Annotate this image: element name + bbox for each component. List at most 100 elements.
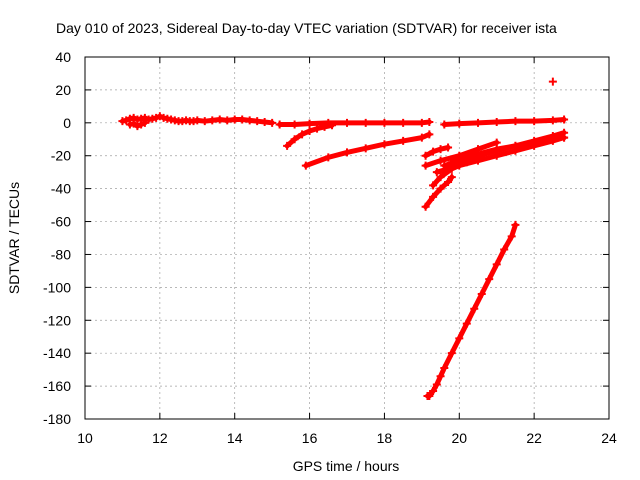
data-series: [447, 133, 569, 167]
y-tick-label: 20: [55, 82, 71, 98]
x-axis: 10 12 14 16 18 20 22 24: [77, 57, 617, 446]
x-tick-label: 16: [302, 430, 318, 446]
chart-title: Day 010 of 2023, Sidereal Day-to-day VTE…: [56, 20, 557, 36]
data-point: [305, 119, 314, 128]
y-tick-label: 40: [55, 49, 71, 65]
data-point: [343, 148, 351, 157]
data-point: [208, 116, 217, 125]
data-point: [440, 120, 449, 129]
plot-frame: [84, 56, 610, 420]
data-point: [155, 112, 164, 121]
y-tick-label: -80: [51, 246, 71, 262]
data-series: [275, 117, 434, 129]
data-point: [447, 349, 456, 358]
data-point: [361, 144, 370, 153]
data-point: [477, 289, 486, 298]
x-tick-label: 24: [601, 430, 617, 446]
x-tick-label: 10: [77, 430, 93, 446]
data-point: [152, 113, 161, 122]
data-point: [440, 161, 449, 170]
data-point: [421, 161, 430, 170]
data-point: [548, 77, 557, 86]
y-tick-label: 0: [63, 115, 71, 131]
data-point: [474, 150, 482, 159]
data-point: [417, 118, 426, 127]
data-point: [238, 115, 247, 124]
y-tick-label: -20: [51, 148, 71, 164]
data-series: [421, 173, 456, 211]
data-point: [429, 192, 438, 201]
x-tick-label: 22: [526, 430, 542, 446]
data-point: [399, 118, 408, 127]
data-point: [193, 116, 202, 125]
data-point: [380, 118, 389, 127]
data-series: [125, 118, 149, 131]
y-tick-label: -100: [43, 279, 71, 295]
data-point: [436, 145, 445, 154]
data-point: [474, 118, 482, 127]
x-tick-label: 18: [377, 430, 393, 446]
data-point: [560, 115, 569, 124]
data-point: [320, 122, 329, 131]
y-tick-label: -120: [43, 312, 71, 328]
data-point: [492, 145, 501, 154]
data-point: [215, 115, 224, 124]
data-point: [429, 387, 438, 396]
data-point: [380, 140, 389, 149]
data-point: [436, 184, 445, 193]
data-point: [343, 118, 351, 127]
data-point: [361, 118, 370, 127]
data-point: [462, 153, 471, 162]
y-tick-label: -140: [43, 345, 71, 361]
x-axis-label: GPS time / hours: [293, 458, 400, 474]
data-point: [511, 220, 520, 229]
data-series: [301, 130, 434, 170]
data-point: [530, 138, 539, 147]
data-point: [436, 173, 445, 182]
data-point: [492, 117, 501, 126]
data-point: [500, 245, 509, 254]
data-point: [444, 178, 453, 187]
series-trace: [277, 119, 432, 127]
grid-lines: [85, 57, 609, 419]
data-point: [283, 141, 292, 150]
data-point: [432, 380, 441, 389]
data-point: [421, 202, 430, 211]
data-point: [432, 168, 441, 177]
x-tick-label: 12: [152, 430, 168, 446]
data-point: [511, 141, 520, 150]
data-series: [548, 77, 557, 86]
data-point: [290, 135, 299, 144]
data-point: [253, 117, 262, 126]
data-series: [118, 112, 277, 127]
data-point: [122, 116, 131, 125]
data-point: [290, 120, 299, 129]
y-tick-label: -60: [51, 214, 71, 230]
data-point: [425, 117, 434, 126]
data-point: [462, 319, 471, 328]
data-point: [436, 372, 445, 381]
data-points: [118, 77, 569, 400]
data-point: [455, 119, 464, 128]
data-point: [440, 363, 449, 372]
data-point: [230, 115, 239, 124]
data-point: [447, 173, 456, 182]
data-point: [313, 124, 322, 133]
y-tick-label: -40: [51, 181, 71, 197]
data-series: [423, 220, 520, 400]
data-point: [447, 158, 456, 167]
data-point: [328, 121, 337, 130]
x-tick-label: 20: [451, 430, 467, 446]
y-tick-label: -180: [43, 411, 71, 427]
data-point: [305, 127, 314, 136]
data-point: [301, 161, 310, 170]
data-series: [421, 143, 453, 160]
x-tick-label: 14: [227, 430, 243, 446]
data-point: [425, 130, 434, 139]
data-point: [245, 116, 254, 125]
y-axis: -180 -160 -140 -120 -100 -80 -60 -40 -20 0 20 40: [43, 49, 609, 427]
y-axis-label: SDTVAR / TECUs: [6, 182, 22, 294]
data-point: [436, 156, 445, 165]
data-point: [421, 151, 430, 160]
